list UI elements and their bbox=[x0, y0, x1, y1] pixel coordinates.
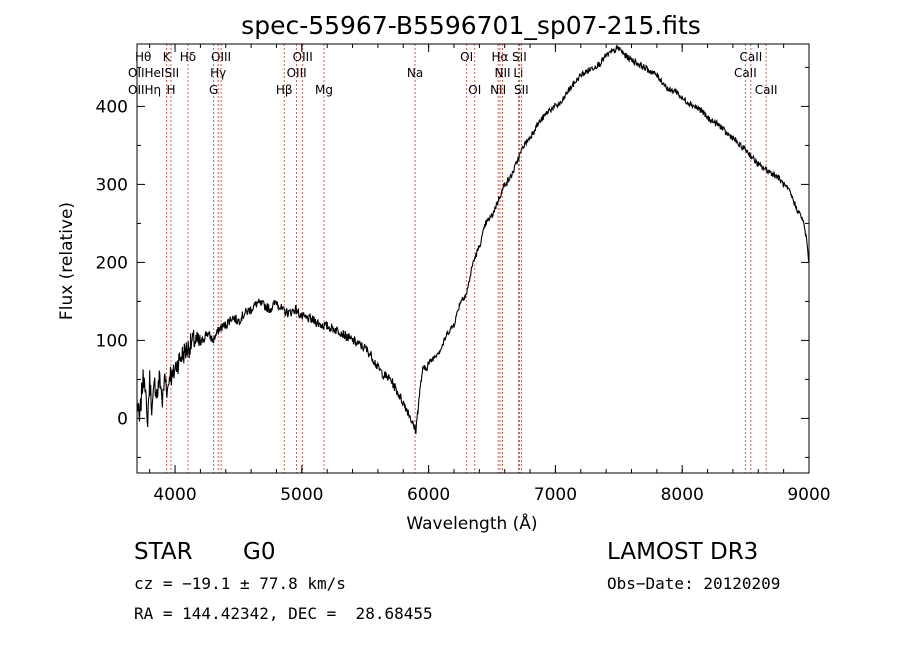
x-tick-label-0: 4000 bbox=[153, 485, 196, 505]
line-marker-label-12: OI bbox=[468, 83, 481, 97]
y-axis-label: Flux (relative) bbox=[57, 202, 77, 320]
x-tick-label-2: 6000 bbox=[407, 485, 450, 505]
line-marker-label-4: Hγ bbox=[210, 66, 226, 80]
survey-name: LAMOST DR3 bbox=[607, 539, 759, 565]
line-marker-label-6: Hβ bbox=[276, 83, 293, 97]
object-subclass: G0 bbox=[243, 539, 276, 565]
line-marker-label-1: H bbox=[166, 83, 175, 97]
line-marker-label-16: Li bbox=[513, 66, 523, 80]
y-tick-label-1: 100 bbox=[96, 331, 128, 351]
line-marker-label-0: K bbox=[163, 50, 172, 64]
y-tick-label-0: 0 bbox=[117, 409, 128, 429]
line-marker-label-20: CaII bbox=[740, 50, 763, 64]
crowded-labels-row2: OIIHη bbox=[128, 83, 161, 97]
observation-date: Obs−Date: 20120209 bbox=[607, 574, 781, 593]
redshift-velocity: cz = −19.1 ± 77.8 km/s bbox=[134, 574, 346, 593]
line-marker-label-5: G bbox=[209, 83, 218, 97]
coordinates: RA = 144.42342, DEC = 28.68455 bbox=[134, 604, 433, 623]
spectrum-line bbox=[136, 44, 810, 435]
y-tick-label-4: 400 bbox=[96, 97, 128, 117]
x-axis-label: Wavelength (Å) bbox=[406, 512, 537, 534]
plot-frame bbox=[136, 43, 810, 474]
object-class: STAR bbox=[134, 539, 193, 565]
chart-title: spec-55967-B5596701_sp07-215.fits bbox=[241, 11, 701, 40]
line-marker-label-7: OIII bbox=[287, 66, 307, 80]
line-marker-label-3: OIII bbox=[211, 50, 231, 64]
line-marker-label-19: CaII bbox=[734, 66, 757, 80]
axes: 4000 5000 6000 7000 8000 9000 0 100 200 300 400 bbox=[96, 44, 831, 505]
x-tick-label-4: 8000 bbox=[661, 485, 704, 505]
line-marker-label-11: OI bbox=[460, 50, 473, 64]
line-marker-label-13: NII bbox=[490, 83, 506, 97]
crowded-labels-row1: OIIHeISII bbox=[128, 66, 179, 80]
line-marker-label-8: OIII bbox=[293, 50, 313, 64]
line-marker-label-15: NII bbox=[495, 66, 511, 80]
line-marker-label-21: CaII bbox=[755, 83, 778, 97]
line-marker-label-9: Mg bbox=[315, 83, 333, 97]
y-tick-label-2: 200 bbox=[96, 253, 128, 273]
x-tick-label-1: 5000 bbox=[280, 485, 323, 505]
y-tick-label-3: 300 bbox=[96, 175, 128, 195]
line-marker-label-18: SII bbox=[514, 83, 529, 97]
x-tick-label-3: 7000 bbox=[534, 485, 577, 505]
line-marker-label-14: Hα bbox=[492, 50, 509, 64]
line-marker-label-10: Na bbox=[407, 66, 423, 80]
crowded-labels-row0: Hθ bbox=[135, 50, 151, 64]
line-marker-label-17: SII bbox=[512, 50, 527, 64]
line-marker-label-2: Hδ bbox=[180, 50, 196, 64]
x-tick-label-5: 9000 bbox=[787, 485, 830, 505]
